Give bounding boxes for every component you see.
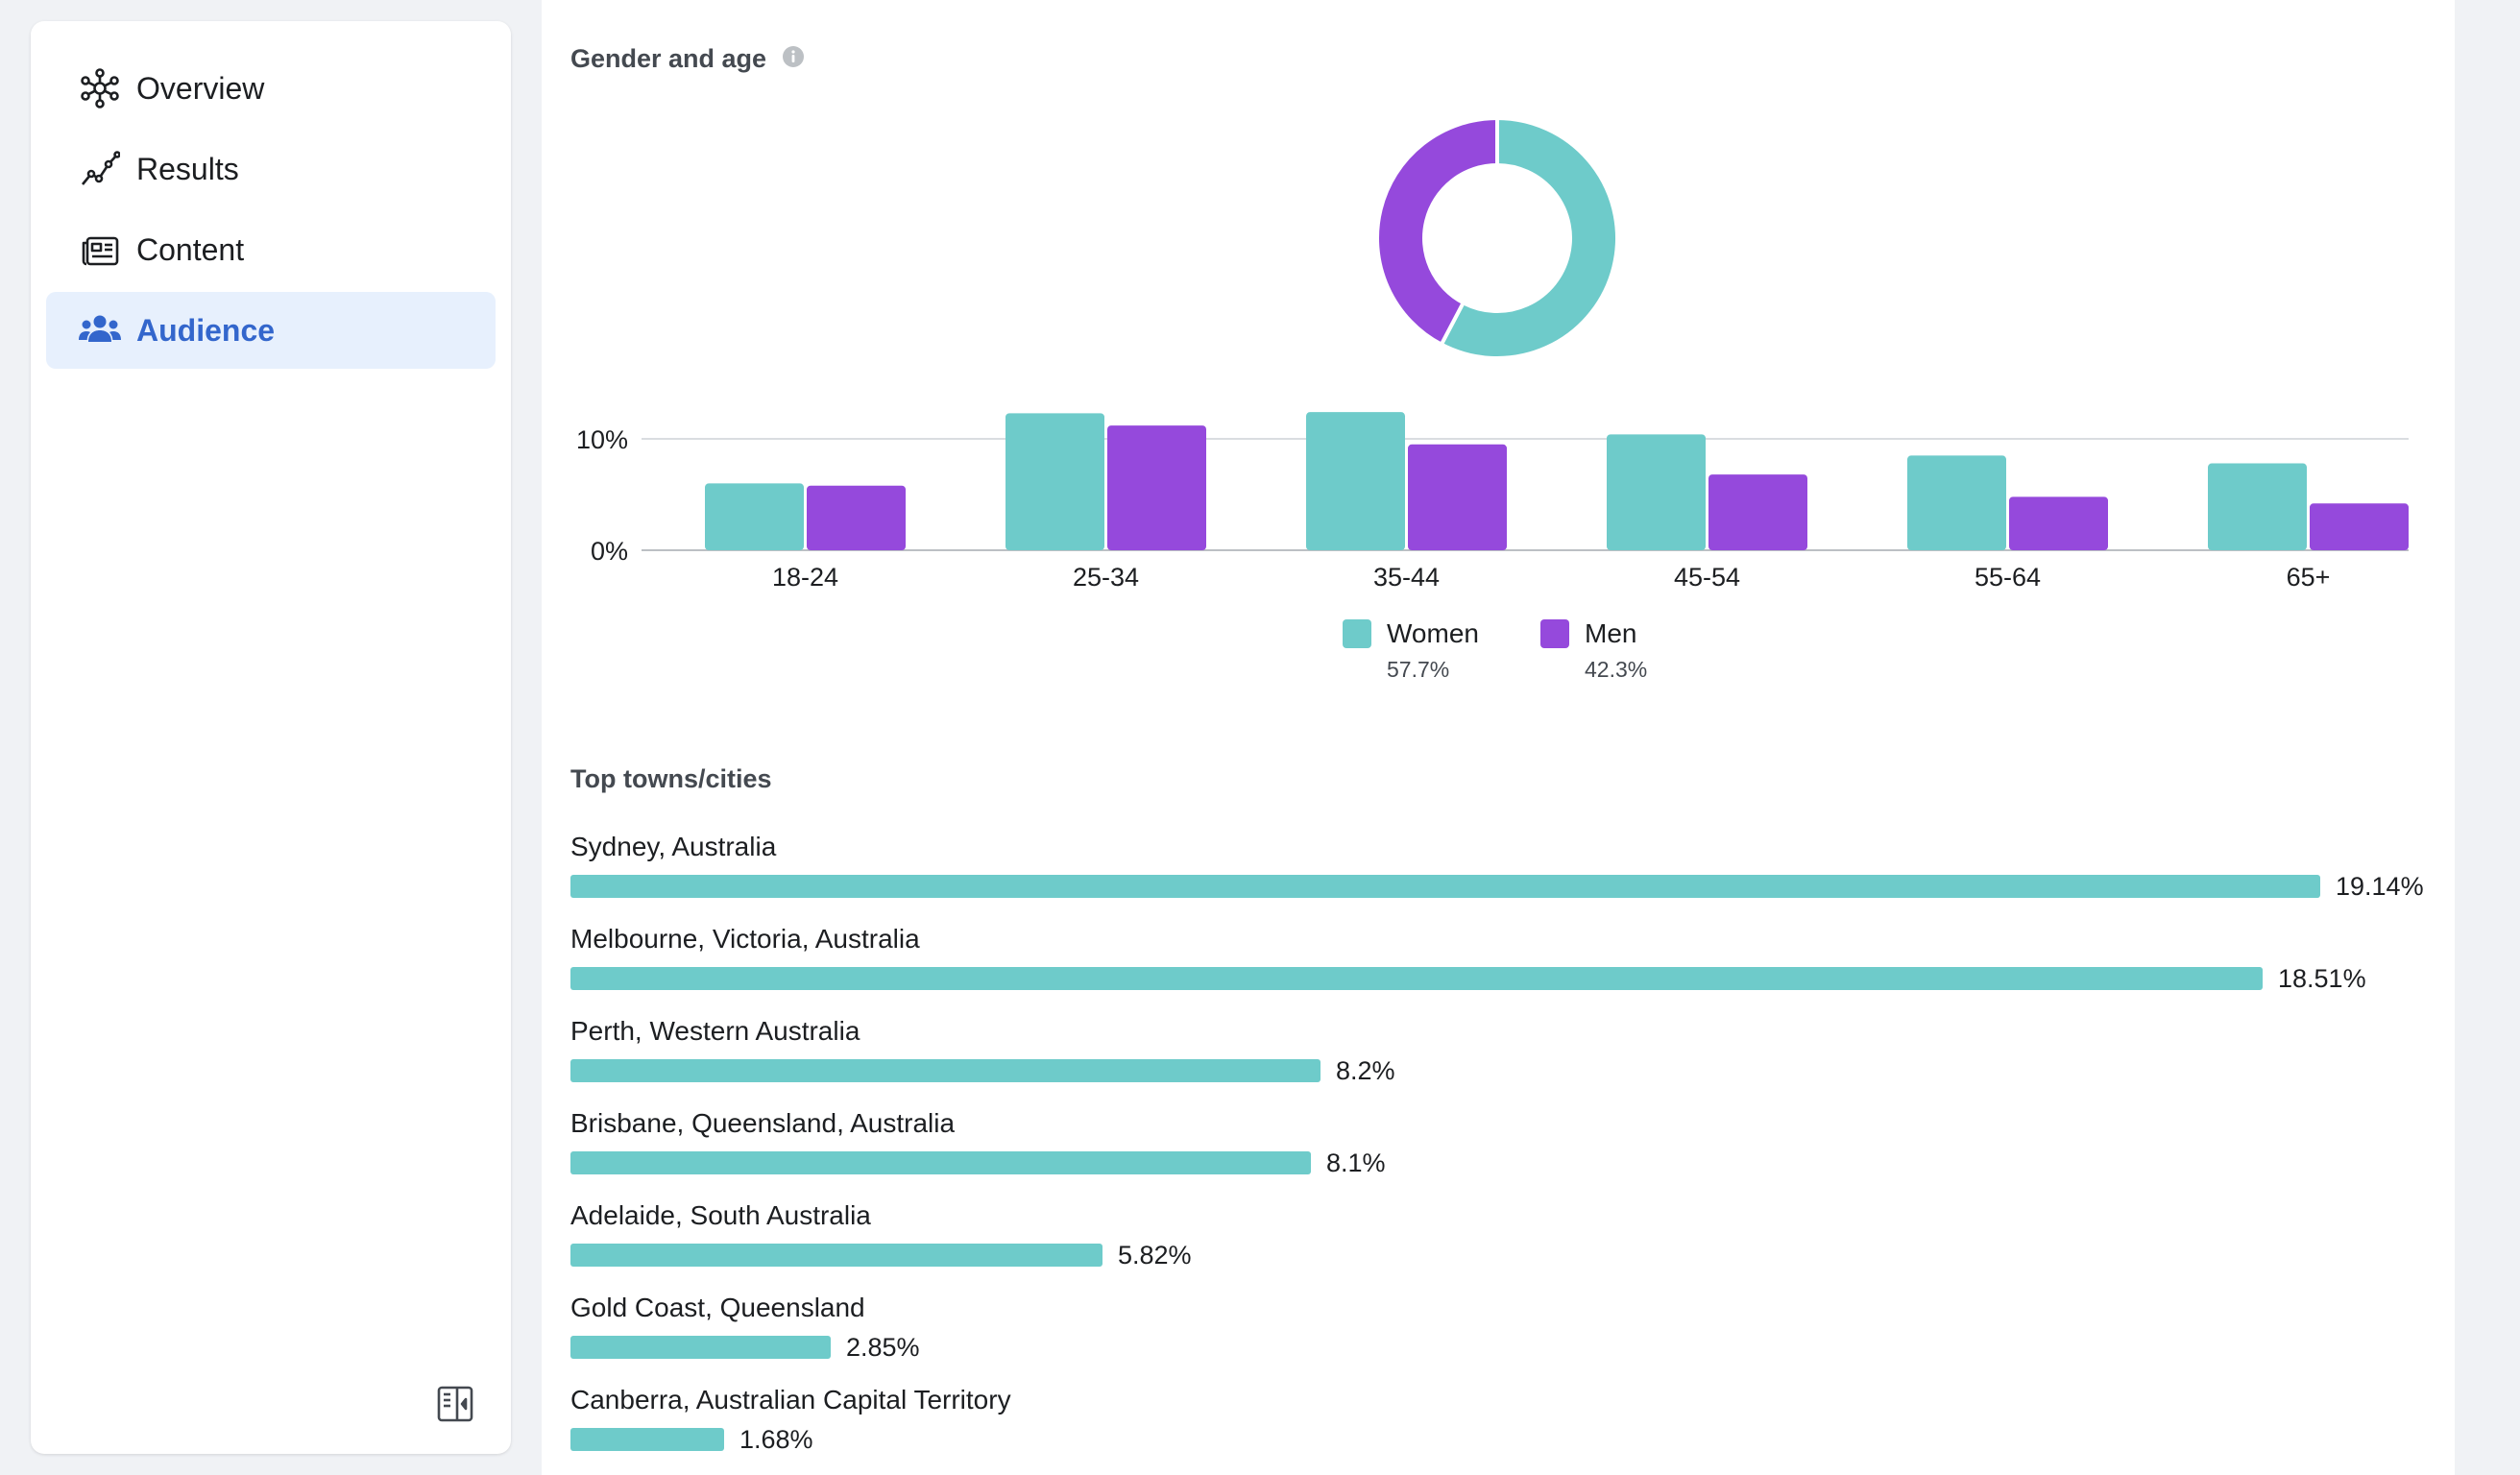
bar-women-65+[interactable] xyxy=(2208,463,2307,550)
bar-women-55-64[interactable] xyxy=(1907,455,2006,550)
legend-label-men: Men xyxy=(1585,618,1637,648)
sidebar-item-content[interactable]: Content xyxy=(46,211,496,288)
legend-pct-men: 42.3% xyxy=(1585,657,1648,682)
bar-men-18-24[interactable] xyxy=(807,485,906,550)
bar-women-25-34[interactable] xyxy=(1006,413,1104,550)
city-row: Melbourne, Victoria, Australia 18.51% xyxy=(570,922,2453,993)
x-tick-label: 65+ xyxy=(2287,563,2331,592)
city-bar xyxy=(570,875,2320,898)
city-name: Canberra, Australian Capital Territory xyxy=(570,1385,1011,1415)
sidebar-item-results[interactable]: Results xyxy=(46,131,496,207)
sidebar-item-label: Results xyxy=(136,151,239,186)
city-percent: 8.1% xyxy=(1326,1148,1386,1177)
x-tick-label: 25-34 xyxy=(1073,563,1139,592)
x-tick-label: 45-54 xyxy=(1674,563,1740,592)
legend-men: Men 42.3% xyxy=(1540,618,1647,683)
city-percent: 18.51% xyxy=(2278,963,2366,993)
city-row: Gold Coast, Queensland 2.85% xyxy=(570,1291,2453,1362)
bar-men-55-64[interactable] xyxy=(2009,496,2108,550)
main-panel: Gender and age 0% 10% 18-24 25-34 35-44 45-5… xyxy=(542,0,2455,1475)
city-row: Canberra, Australian Capital Territory 1.… xyxy=(570,1383,2453,1454)
legend-pct-women: 57.7% xyxy=(1387,657,1450,682)
chart-x-labels: 18-24 25-34 35-44 45-54 55-64 65+ xyxy=(772,563,2330,592)
sidebar-item-label: Overview xyxy=(136,70,265,106)
legend-swatch-women xyxy=(1343,619,1371,648)
sidebar-collapse-icon xyxy=(436,1385,474,1428)
bar-men-35-44[interactable] xyxy=(1408,444,1507,550)
city-name: Gold Coast, Queensland xyxy=(570,1293,865,1322)
city-percent: 1.68% xyxy=(739,1424,813,1454)
sidebar-item-overview[interactable]: Overview xyxy=(46,50,496,127)
y-tick-label: 10% xyxy=(576,425,628,454)
city-row: Brisbane, Queensland, Australia 8.1% xyxy=(570,1106,2453,1177)
gender-age-chart: 0% 10% 18-24 25-34 35-44 45-54 55-64 65+ xyxy=(576,115,2409,592)
city-name: Adelaide, South Australia xyxy=(570,1200,871,1230)
city-row: Sydney, Australia 19.14% xyxy=(570,830,2453,901)
bar-women-18-24[interactable] xyxy=(705,483,804,550)
gender-age-title: Gender and age xyxy=(570,44,805,75)
city-bar xyxy=(570,1244,1102,1267)
legend-women: Women 57.7% xyxy=(1343,618,1479,683)
sidebar-item-audience[interactable]: Audience xyxy=(46,292,496,369)
sidebar-collapse-button[interactable] xyxy=(432,1383,478,1429)
chart-grid: 0% 10% xyxy=(576,425,2409,566)
content-icon xyxy=(79,229,121,271)
legend-swatch-men xyxy=(1540,619,1569,648)
city-percent: 8.2% xyxy=(1336,1055,1395,1085)
city-bar xyxy=(570,967,2263,990)
city-bar xyxy=(570,1151,1311,1174)
city-bar xyxy=(570,1336,831,1359)
overview-icon xyxy=(79,67,121,109)
city-name: Melbourne, Victoria, Australia xyxy=(570,924,920,954)
gender-age-title-text: Gender and age xyxy=(570,44,767,73)
city-percent: 19.14% xyxy=(2336,871,2424,901)
city-name: Brisbane, Queensland, Australia xyxy=(570,1108,956,1138)
city-name: Perth, Western Australia xyxy=(570,1016,860,1046)
bar-women-45-54[interactable] xyxy=(1607,434,1706,550)
bar-men-45-54[interactable] xyxy=(1708,474,1807,550)
city-row: Adelaide, South Australia 5.82% xyxy=(570,1198,2453,1269)
top-cities-title: Top towns/cities xyxy=(570,764,772,793)
city-percent: 2.85% xyxy=(846,1332,920,1362)
y-tick-label: 0% xyxy=(591,537,628,566)
audience-icon xyxy=(79,309,121,351)
city-bar xyxy=(570,1059,1321,1082)
gender-donut-chart xyxy=(1375,115,1619,360)
x-tick-label: 18-24 xyxy=(772,563,838,592)
donut-slice-men[interactable] xyxy=(1375,115,1499,348)
chart-bars xyxy=(705,412,2409,550)
donut-slice-women[interactable] xyxy=(1439,115,1619,360)
city-row: Perth, Western Australia 8.2% xyxy=(570,1014,2453,1085)
bar-men-65+[interactable] xyxy=(2310,503,2409,550)
sidebar: Overview Results Content xyxy=(31,21,511,1454)
city-bar xyxy=(570,1428,724,1451)
results-icon xyxy=(79,148,121,190)
x-tick-label: 35-44 xyxy=(1373,563,1440,592)
bar-women-35-44[interactable] xyxy=(1306,412,1405,550)
sidebar-item-label: Audience xyxy=(136,312,276,348)
legend-label-women: Women xyxy=(1387,618,1479,648)
bar-men-25-34[interactable] xyxy=(1107,425,1206,550)
x-tick-label: 55-64 xyxy=(1975,563,2041,592)
city-name: Sydney, Australia xyxy=(570,832,777,861)
city-percent: 5.82% xyxy=(1118,1240,1192,1269)
info-icon[interactable] xyxy=(782,45,805,75)
sidebar-item-label: Content xyxy=(136,231,245,267)
